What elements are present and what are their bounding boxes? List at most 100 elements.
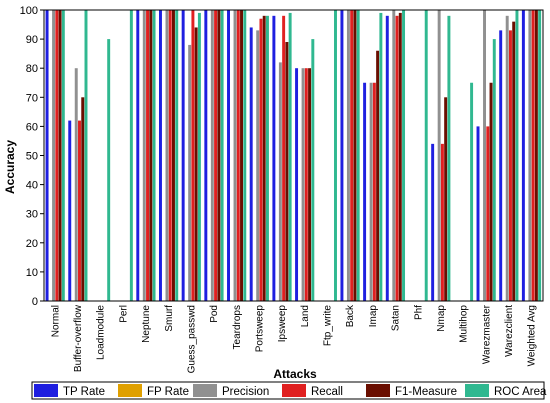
bar-tp-rate-satan: [385, 15, 389, 301]
bar-recall-imap: [372, 82, 376, 301]
bar-precision-warezclient: [505, 15, 509, 301]
y-tick-label: 70: [26, 92, 38, 104]
legend-label-tp-rate: TP Rate: [63, 386, 105, 398]
y-axis-title: Accuracy: [3, 140, 17, 194]
x-category-label: Warezclient: [504, 305, 515, 357]
legend-swatch-fp-rate: [118, 384, 142, 397]
bar-roc-area-neptune: [152, 10, 156, 301]
bar-roc-area-nmap: [447, 15, 451, 301]
bar-f1-measure-ipsweep: [285, 42, 289, 301]
x-category-label: Teardrops: [232, 305, 243, 349]
legend-label-fp-rate: FP Rate: [147, 386, 189, 398]
bar-roc-area-ftp-write: [334, 10, 337, 301]
bar-f1-measure-guess-passwd: [194, 27, 198, 302]
x-category-label: Loadmodule: [96, 305, 107, 360]
y-tick-label: 10: [26, 267, 38, 279]
bar-precision-nmap: [437, 10, 441, 301]
bar-recall-nmap: [440, 143, 444, 301]
bar-tp-rate-nmap: [431, 143, 435, 301]
bar-precision-normal: [52, 10, 56, 301]
y-tick-label: 30: [26, 209, 38, 221]
bar-recall-smurf: [168, 10, 172, 301]
bar-roc-area-pod: [220, 10, 224, 301]
bar-recall-portsweep: [259, 18, 263, 301]
bar-f1-measure-teardrops: [240, 10, 243, 301]
y-tick-label: 100: [20, 5, 38, 17]
x-category-label: Perl: [118, 305, 129, 323]
x-category-label: Ftp_write: [323, 305, 334, 347]
x-category-label: Imap: [368, 305, 379, 328]
bar-roc-area-imap: [379, 12, 383, 301]
bar-precision-teardrops: [233, 10, 237, 301]
bar-f1-measure-normal: [58, 10, 62, 301]
bar-roc-area-teardrops: [243, 10, 247, 301]
bar-recall-back: [350, 10, 354, 301]
bar-precision-satan: [392, 10, 396, 301]
bar-recall-ipsweep: [282, 15, 286, 301]
bar-tp-rate-normal: [45, 10, 49, 301]
bar-precision-guess-passwd: [188, 44, 192, 302]
bar-recall-neptune: [146, 10, 150, 301]
x-category-label: Guess_passwd: [186, 305, 197, 373]
bar-recall-pod: [214, 10, 218, 301]
bar-precision-weighted-avg: [528, 10, 532, 301]
bar-roc-area-satan: [402, 10, 406, 301]
x-category-label: Multihop: [459, 305, 470, 343]
bar-tp-rate-warezclient: [499, 30, 503, 302]
bar-roc-area-warezclient: [515, 10, 519, 301]
x-category-label: Weighted Avg: [527, 305, 538, 366]
bar-f1-measure-satan: [398, 12, 402, 301]
bar-f1-measure-imap: [376, 50, 380, 301]
legend-swatch-roc-area: [465, 384, 489, 397]
bar-tp-rate-buffer-overflow: [68, 120, 72, 301]
x-category-label: Warezmaster: [481, 304, 492, 364]
bar-roc-area-perl: [129, 10, 133, 301]
bar-tp-rate-back: [340, 10, 344, 301]
legend-swatch-recall: [282, 384, 306, 397]
y-tick-label: 80: [26, 63, 38, 75]
bar-tp-rate-weighted-avg: [521, 10, 525, 301]
bar-f1-measure-pod: [217, 10, 221, 301]
legend: TP Rate FP Rate Precision Recall F1-Measure R…: [31, 381, 547, 400]
bar-roc-area-ipsweep: [288, 12, 292, 301]
bar-f1-measure-back: [353, 10, 357, 301]
bar-f1-measure-buffer-overflow: [81, 97, 85, 301]
bar-roc-area-multihop: [470, 82, 474, 301]
bar-precision-smurf: [165, 10, 169, 301]
bar-roc-area-land: [311, 39, 315, 301]
x-category-label: Buffer-overflow: [73, 304, 84, 372]
bar-tp-rate-neptune: [136, 10, 140, 301]
legend-swatch-tp-rate: [34, 384, 58, 397]
axes-layer: [40, 9, 544, 302]
bar-roc-area-warezmaster: [492, 39, 496, 301]
x-category-label: Pod: [209, 305, 220, 323]
bar-tp-rate-warezmaster: [476, 126, 480, 302]
legend-label-roc-area: ROC Area: [494, 386, 547, 398]
bar-precision-ipsweep: [278, 62, 282, 301]
legend-label-precision: Precision: [222, 386, 269, 398]
x-category-label: Phf: [413, 305, 424, 320]
x-category-label: Nmap: [436, 305, 447, 332]
x-category-label: Land: [300, 305, 311, 327]
bar-precision-pod: [210, 10, 214, 301]
bar-tp-rate-land: [295, 68, 299, 301]
bar-precision-warezmaster: [483, 10, 486, 301]
bar-tp-rate-pod: [204, 10, 208, 301]
x-category-label: Back: [345, 304, 356, 327]
legend-swatch-precision: [193, 384, 217, 397]
bar-recall-normal: [55, 10, 59, 301]
bar-tp-rate-portsweep: [249, 27, 253, 302]
bar-recall-warezmaster: [486, 126, 490, 302]
bar-precision-buffer-overflow: [74, 68, 78, 301]
legend-swatch-f1-measure: [366, 384, 390, 397]
bar-roc-area-weighted-avg: [538, 10, 542, 301]
bar-f1-measure-warezmaster: [489, 82, 493, 301]
x-category-label: Smurf: [164, 305, 175, 332]
bar-f1-measure-weighted-avg: [534, 10, 538, 301]
bar-precision-neptune: [142, 10, 146, 301]
bar-recall-buffer-overflow: [78, 120, 81, 301]
x-category-label: Ipsweep: [277, 305, 288, 343]
bar-roc-area-loadmodule: [107, 39, 111, 301]
bar-f1-measure-portsweep: [262, 15, 266, 301]
